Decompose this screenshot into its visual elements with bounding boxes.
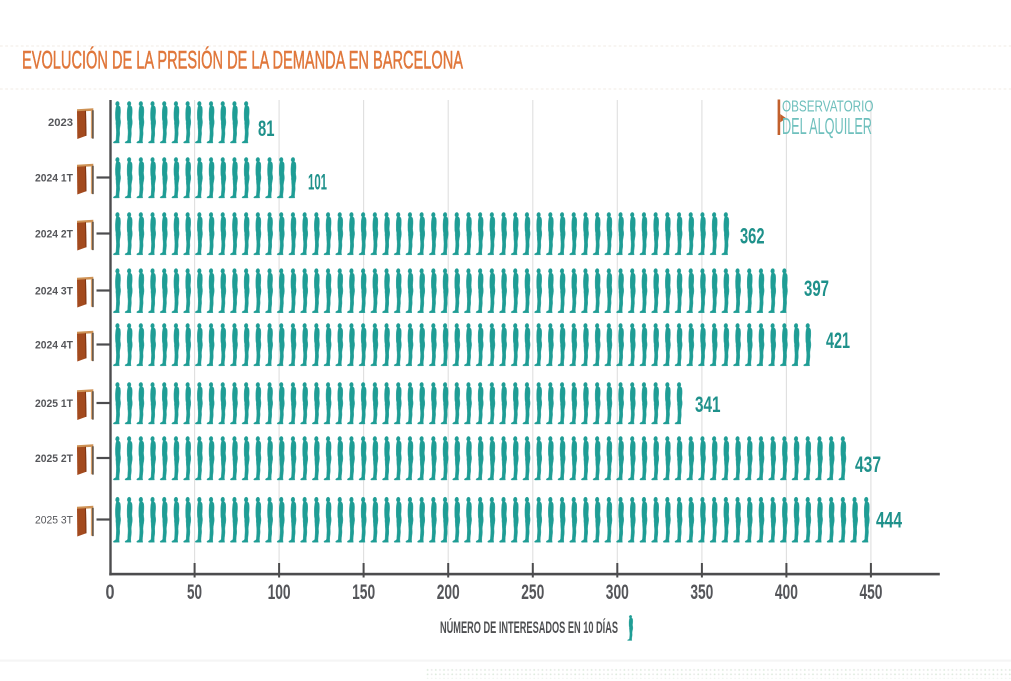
svg-text:NÚMERO DE INTERESADOS EN 10 DÍ: NÚMERO DE INTERESADOS EN 10 DÍAS <box>440 618 618 637</box>
svg-text:341: 341 <box>695 392 721 417</box>
svg-text:400: 400 <box>775 581 798 604</box>
svg-text:350: 350 <box>690 581 713 604</box>
svg-text:2024 4T: 2024 4T <box>35 340 73 352</box>
svg-text:437: 437 <box>855 452 881 477</box>
svg-text:2024 3T: 2024 3T <box>35 286 73 298</box>
svg-text:450: 450 <box>859 581 882 604</box>
svg-text:444: 444 <box>876 508 902 533</box>
svg-text:81: 81 <box>258 116 275 141</box>
svg-text:300: 300 <box>606 581 629 604</box>
svg-text:101: 101 <box>308 170 327 195</box>
svg-text:200: 200 <box>437 581 460 604</box>
svg-text:250: 250 <box>521 581 544 604</box>
svg-text:2025 1T: 2025 1T <box>35 398 73 410</box>
svg-text:OBSERVATORIO: OBSERVATORIO <box>782 98 874 116</box>
svg-text:397: 397 <box>804 276 829 301</box>
svg-text:2023: 2023 <box>48 117 73 129</box>
svg-text:2025 3T: 2025 3T <box>35 515 73 527</box>
svg-text:0: 0 <box>106 581 115 604</box>
svg-text:2025 2T: 2025 2T <box>35 453 73 465</box>
svg-text:50: 50 <box>187 581 202 604</box>
svg-text:EVOLUCIÓN DE LA PRESIÓN DE LA: EVOLUCIÓN DE LA PRESIÓN DE LA DEMANDA EN… <box>22 45 463 74</box>
svg-text:100: 100 <box>268 581 291 604</box>
svg-text:2024 1T: 2024 1T <box>35 173 73 185</box>
svg-text:DEL ALQUILER: DEL ALQUILER <box>782 113 872 139</box>
svg-text:2024 2T: 2024 2T <box>35 229 73 241</box>
svg-text:421: 421 <box>826 328 850 353</box>
svg-text:362: 362 <box>740 224 765 249</box>
svg-text:150: 150 <box>352 581 375 604</box>
